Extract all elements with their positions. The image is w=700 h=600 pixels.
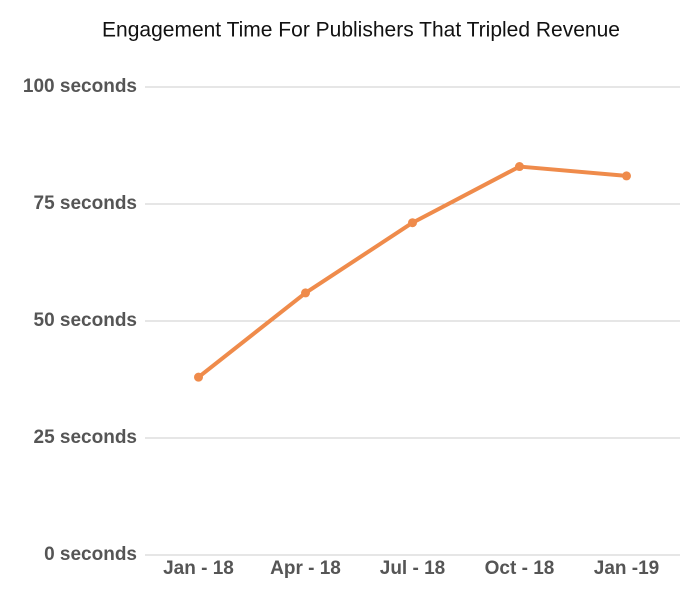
chart-title: Engagement Time For Publishers That Trip… xyxy=(102,19,620,42)
y-tick-label: 75 seconds xyxy=(34,193,138,214)
point xyxy=(622,171,631,181)
y-tick-label: 50 seconds xyxy=(34,310,138,331)
point xyxy=(408,218,417,228)
y-tick-label: 100 seconds xyxy=(23,76,137,97)
point xyxy=(301,288,310,298)
x-tick-label: Jan -19 xyxy=(594,558,659,579)
x-tick-label: Apr - 18 xyxy=(270,558,341,579)
point xyxy=(515,162,524,172)
y-tick-label: 0 seconds xyxy=(44,544,137,565)
line xyxy=(196,164,629,380)
x-tick-label: Oct - 18 xyxy=(485,558,555,579)
x-tick-label: Jan - 18 xyxy=(163,558,234,579)
y-tick-label: 25 seconds xyxy=(34,427,138,448)
point xyxy=(194,372,203,382)
x-tick-label: Jul - 18 xyxy=(380,558,445,579)
